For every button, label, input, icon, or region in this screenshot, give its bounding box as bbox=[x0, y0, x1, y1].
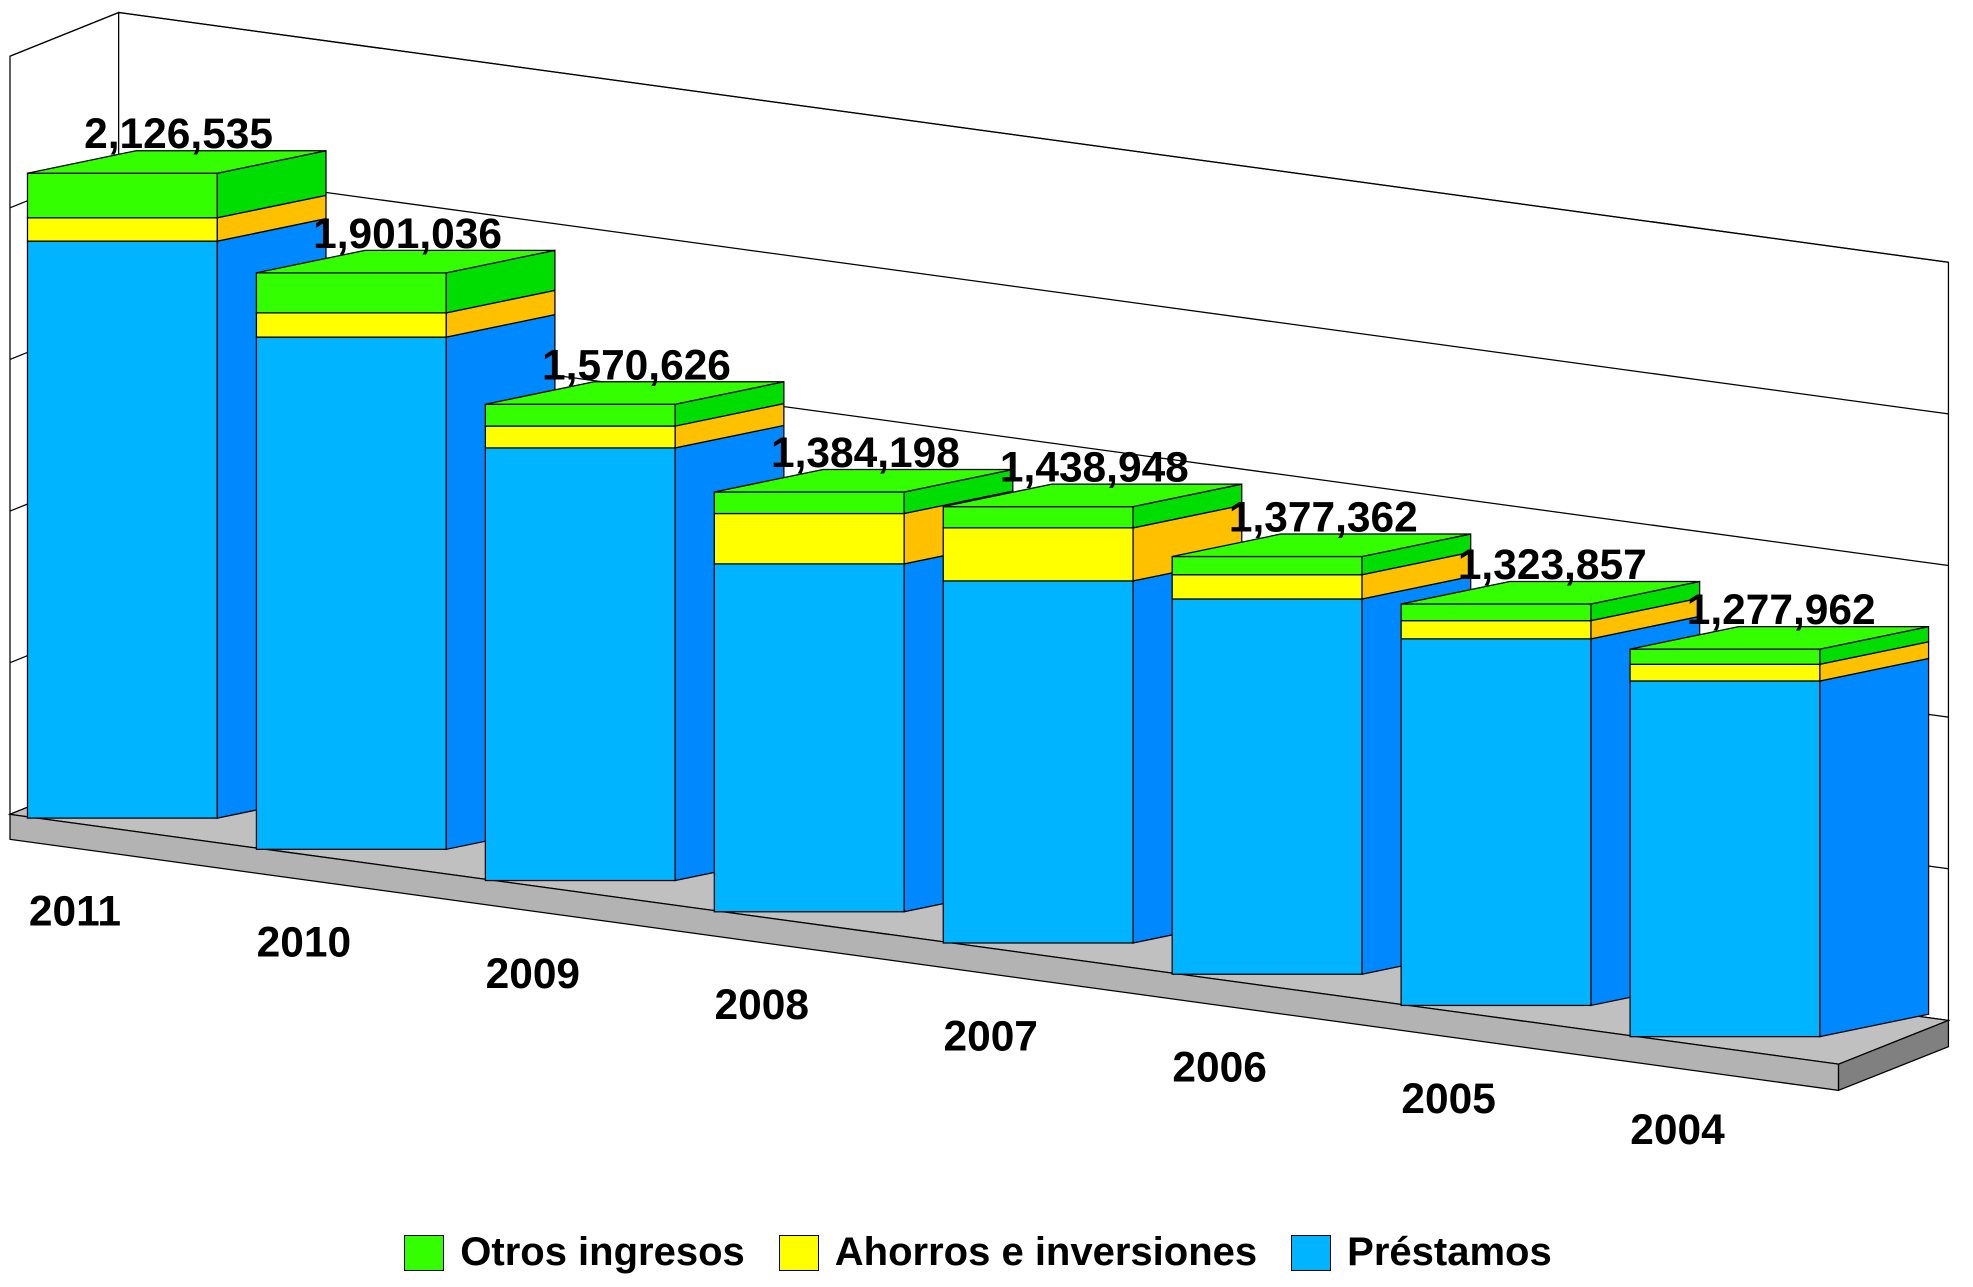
total-label: 1,277,962 bbox=[1687, 586, 1876, 633]
grid-line bbox=[9, 11, 1949, 263]
legend: Otros ingresos Ahorros e inversiones Prést… bbox=[0, 1230, 1956, 1275]
bar-top bbox=[1172, 533, 1471, 558]
bar-front bbox=[255, 272, 447, 314]
bar-front bbox=[713, 563, 905, 913]
bar-segment bbox=[1171, 551, 1472, 600]
bar-segment bbox=[255, 249, 556, 314]
bar-segment bbox=[1400, 597, 1701, 640]
bar-front bbox=[484, 403, 676, 427]
bar-front bbox=[1400, 603, 1592, 622]
legend-item: Otros ingresos bbox=[404, 1230, 745, 1275]
bar-front bbox=[1171, 598, 1363, 975]
legend-swatch bbox=[1291, 1234, 1332, 1271]
floor-side bbox=[1837, 1019, 1950, 1092]
bar-front bbox=[26, 172, 218, 219]
bar-segment bbox=[484, 402, 785, 449]
x-tick-label: 2004 bbox=[1630, 1106, 1725, 1153]
bar-top bbox=[1629, 626, 1929, 650]
bar-top bbox=[714, 468, 1013, 493]
x-tick-label: 2008 bbox=[715, 981, 809, 1028]
bar-segment bbox=[942, 483, 1243, 529]
legend-swatch bbox=[404, 1234, 445, 1271]
bar-top bbox=[943, 483, 1242, 508]
bar-front bbox=[1400, 638, 1592, 1007]
bar-front bbox=[1629, 663, 1821, 682]
x-tick-label: 2007 bbox=[943, 1012, 1037, 1059]
x-tick-label: 2006 bbox=[1172, 1044, 1266, 1091]
bar-front bbox=[1171, 574, 1363, 600]
bar-front bbox=[1400, 620, 1592, 640]
bar-segment bbox=[26, 149, 327, 219]
total-label: 1,438,948 bbox=[1000, 444, 1189, 491]
bar-front bbox=[942, 527, 1134, 582]
x-tick-label: 2009 bbox=[486, 950, 580, 997]
bar-front bbox=[26, 240, 218, 819]
bar-front bbox=[1629, 648, 1821, 665]
bar-front bbox=[942, 580, 1134, 944]
bar-front bbox=[255, 336, 447, 850]
bar-front bbox=[484, 425, 676, 449]
total-label: 1,570,626 bbox=[542, 341, 731, 388]
legend-label: Ahorros e inversiones bbox=[834, 1230, 1258, 1274]
x-tick-label: 2011 bbox=[29, 888, 121, 935]
bar-top bbox=[1401, 580, 1700, 605]
total-label: 1,323,857 bbox=[1458, 541, 1647, 588]
bar-front bbox=[942, 505, 1134, 529]
bar-front bbox=[713, 512, 905, 565]
bar-front bbox=[1171, 555, 1363, 576]
bar-front bbox=[484, 447, 676, 882]
total-label: 1,901,036 bbox=[313, 210, 502, 257]
total-label: 1,384,198 bbox=[771, 429, 960, 476]
bar-segment bbox=[713, 468, 1014, 515]
legend-label: Préstamos bbox=[1347, 1230, 1552, 1274]
bar-top bbox=[27, 150, 327, 174]
x-tick-label: 2005 bbox=[1401, 1075, 1495, 1122]
plot: 2011 2010 2009 2008 2007 2006 2005 2004 2,126,53… bbox=[7, 11, 1951, 1153]
bar-segment bbox=[1629, 657, 1930, 1038]
legend-item: Ahorros e inversiones bbox=[778, 1230, 1258, 1275]
legend-label: Otros ingresos bbox=[460, 1230, 745, 1274]
x-tick-label: 2010 bbox=[257, 919, 351, 966]
bar-segment bbox=[1629, 625, 1930, 666]
bar-front bbox=[255, 312, 447, 338]
bar-front bbox=[1629, 680, 1821, 1038]
total-label: 1,377,362 bbox=[1229, 494, 1418, 541]
bar-top bbox=[256, 249, 556, 274]
total-label: 2,126,535 bbox=[84, 110, 273, 157]
bar-segment bbox=[1400, 580, 1701, 622]
bar-front bbox=[713, 491, 905, 515]
legend-item: Préstamos bbox=[1291, 1230, 1552, 1275]
bar-side bbox=[1819, 657, 1930, 1038]
bar-segment bbox=[1629, 641, 1930, 682]
bar-segment bbox=[1171, 533, 1472, 576]
bar-top bbox=[485, 381, 784, 405]
legend-swatch bbox=[778, 1234, 819, 1271]
bar-segment bbox=[484, 380, 785, 427]
bar-front bbox=[26, 217, 218, 242]
